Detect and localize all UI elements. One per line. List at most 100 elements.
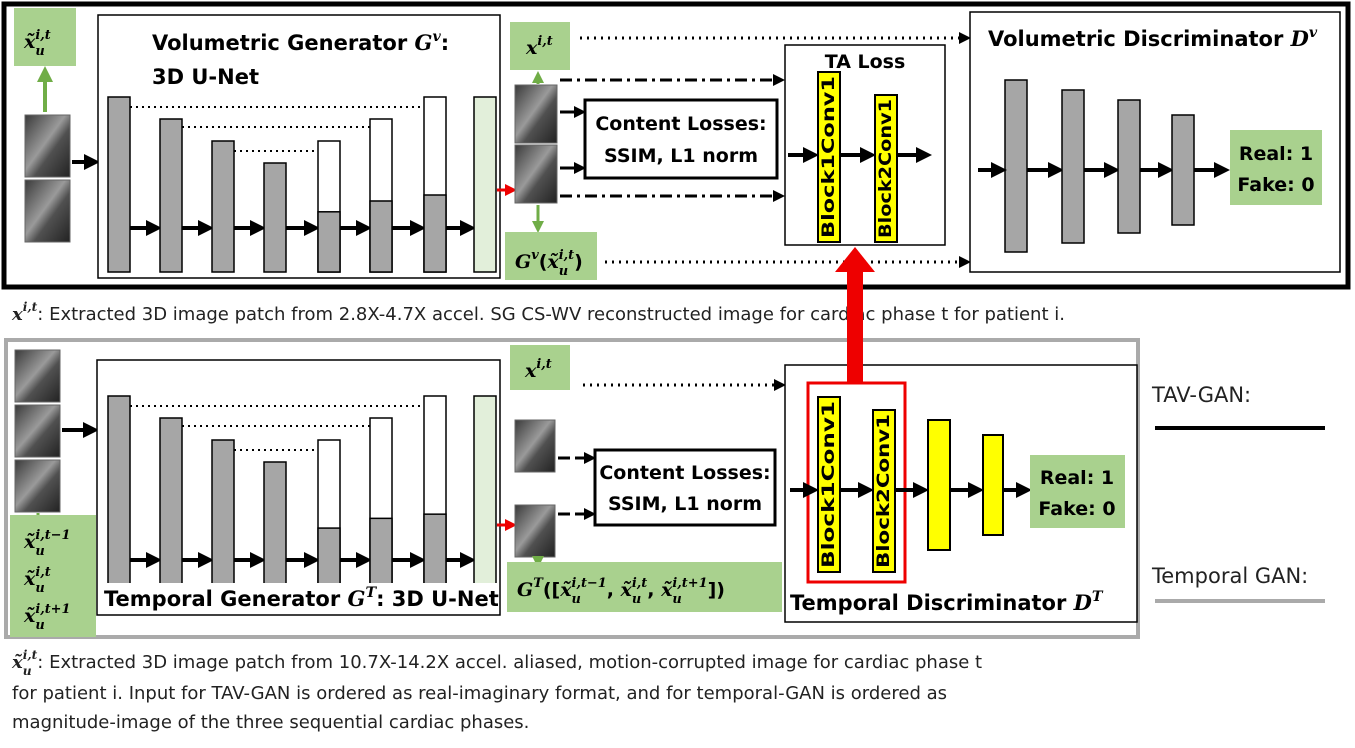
decision-label: Real: 1 <box>1239 143 1313 165</box>
text-run: : 3D U-Net <box>376 587 499 611</box>
text-run: x̃ <box>660 579 673 601</box>
text-run: D <box>1290 26 1310 51</box>
text-run: i,t <box>23 648 38 662</box>
text-run: : Extracted 3D image patch from 2.8X-4.7… <box>37 304 1065 325</box>
text-run: i,t <box>35 28 50 43</box>
text-run: i,t <box>559 248 574 263</box>
legend-label: Temporal GAN: <box>1151 564 1308 588</box>
conv-bar <box>983 435 1003 535</box>
text-run: u <box>35 544 44 559</box>
shared-arrow-head <box>835 247 875 272</box>
decision-label: Fake: 0 <box>1237 174 1314 196</box>
conv-bar <box>1118 100 1140 233</box>
text-run: x̃ <box>23 31 36 53</box>
text-run: x <box>525 37 538 59</box>
image-patch <box>515 505 555 557</box>
text-run: u <box>35 44 44 59</box>
text-run: Temporal Discriminator <box>790 591 1074 615</box>
text-run: u <box>559 264 568 279</box>
decision-label: Fake: 0 <box>1038 498 1115 520</box>
text-run: G <box>415 30 433 55</box>
conv-bar-fill <box>370 201 392 272</box>
content-loss-label: SSIM, L1 norm <box>604 145 758 167</box>
text-run: T <box>1092 589 1104 605</box>
conv-bar <box>160 418 182 607</box>
text-run: G <box>348 586 366 611</box>
text-run: Temporal Generator <box>104 587 348 611</box>
conv-bar <box>108 97 130 272</box>
text-run: i,t+1 <box>672 576 707 591</box>
conv-bar-fill <box>424 195 446 272</box>
text-run: x <box>524 360 537 382</box>
text-run: x̃ <box>23 568 36 590</box>
text-run: v <box>1309 25 1318 41</box>
text-run: ]) <box>708 579 725 601</box>
text-run: x̃ <box>23 605 36 627</box>
text-run: i,t−1 <box>572 576 607 591</box>
content-loss-label: Content Losses: <box>595 113 766 135</box>
image-patch <box>25 115 70 177</box>
image-patch <box>15 350 60 402</box>
conv-bar <box>928 420 950 550</box>
text-run: ( <box>539 251 548 273</box>
text-run: i,t <box>632 576 647 591</box>
diagram: x̃ui,t​Volumetric Generator Gv:3D U-Netx… <box>0 0 1355 748</box>
text-run: u <box>672 592 681 607</box>
text-run: i,t <box>23 300 38 314</box>
ta-loss-box <box>785 45 945 245</box>
generator-title: Temporal Generator GT: 3D U-Net <box>104 585 499 611</box>
image-patch <box>15 460 60 512</box>
text-run: x̃ <box>559 579 572 601</box>
block-label: Block1Conv1 <box>819 401 839 568</box>
text-run: u <box>572 592 581 607</box>
ta-loss-title: TA Loss <box>825 51 906 73</box>
text-run: , <box>607 579 621 601</box>
text-run: x̃ <box>11 652 23 673</box>
text-run: Volumetric Discriminator <box>988 27 1291 51</box>
conv-bar <box>474 97 496 272</box>
block-label: Block2Conv1 <box>874 414 894 568</box>
block-label: Block2Conv1 <box>876 99 896 238</box>
caption: x̃u i,t: Extracted 3D image patch from 10… <box>11 648 982 678</box>
image-patch <box>515 85 557 143</box>
image-patch <box>25 180 70 242</box>
conv-bar <box>1005 80 1027 252</box>
text-run: i,t <box>536 357 551 372</box>
generator-subtitle: 3D U-Net <box>152 65 259 89</box>
block-label: Block1Conv1 <box>819 76 839 238</box>
text-run: D <box>1073 590 1093 615</box>
conv-bar <box>160 119 182 272</box>
text-run: x̃ <box>546 251 559 273</box>
discriminator-title: Temporal Discriminator DT​ <box>790 589 1104 615</box>
text-run: i,t <box>537 34 552 49</box>
text-run: u <box>35 618 44 633</box>
text-run: x̃ <box>23 531 36 553</box>
text-run: : Extracted 3D image patch from 10.7X-14… <box>37 652 982 673</box>
conv-bar <box>108 396 130 607</box>
text-run: ([ <box>543 579 560 601</box>
text-run: i,t <box>35 565 50 580</box>
text-run: i,t+1 <box>35 602 70 617</box>
image-patch <box>515 145 557 203</box>
image-patch <box>515 420 555 472</box>
decision-label: Real: 1 <box>1040 467 1114 489</box>
text-run: u <box>23 664 32 678</box>
conv-bar <box>264 163 286 272</box>
caption: xi,t: Extracted 3D image patch from 2.8X… <box>11 300 1065 325</box>
text-run: G <box>515 251 531 273</box>
legend-label: TAV-GAN: <box>1151 383 1251 407</box>
text-run: x̃ <box>620 579 633 601</box>
text-run: : <box>441 31 449 55</box>
content-loss-label: SSIM, L1 norm <box>608 493 762 515</box>
caption: magnitude-image of the three sequential … <box>12 712 529 733</box>
conv-bar <box>1172 115 1194 225</box>
text-run: u <box>35 581 44 596</box>
caption: for patient i. Input for TAV-GAN is orde… <box>12 683 947 704</box>
generator-title: Volumetric Generator Gv: <box>152 29 449 55</box>
discriminator-title: Volumetric Discriminator Dv​ <box>988 25 1318 51</box>
content-loss-label: Content Losses: <box>599 462 770 484</box>
text-run: u <box>632 592 641 607</box>
text-run: Volumetric Generator <box>152 31 415 55</box>
text-run: , <box>647 579 661 601</box>
text-run: G <box>517 579 533 601</box>
